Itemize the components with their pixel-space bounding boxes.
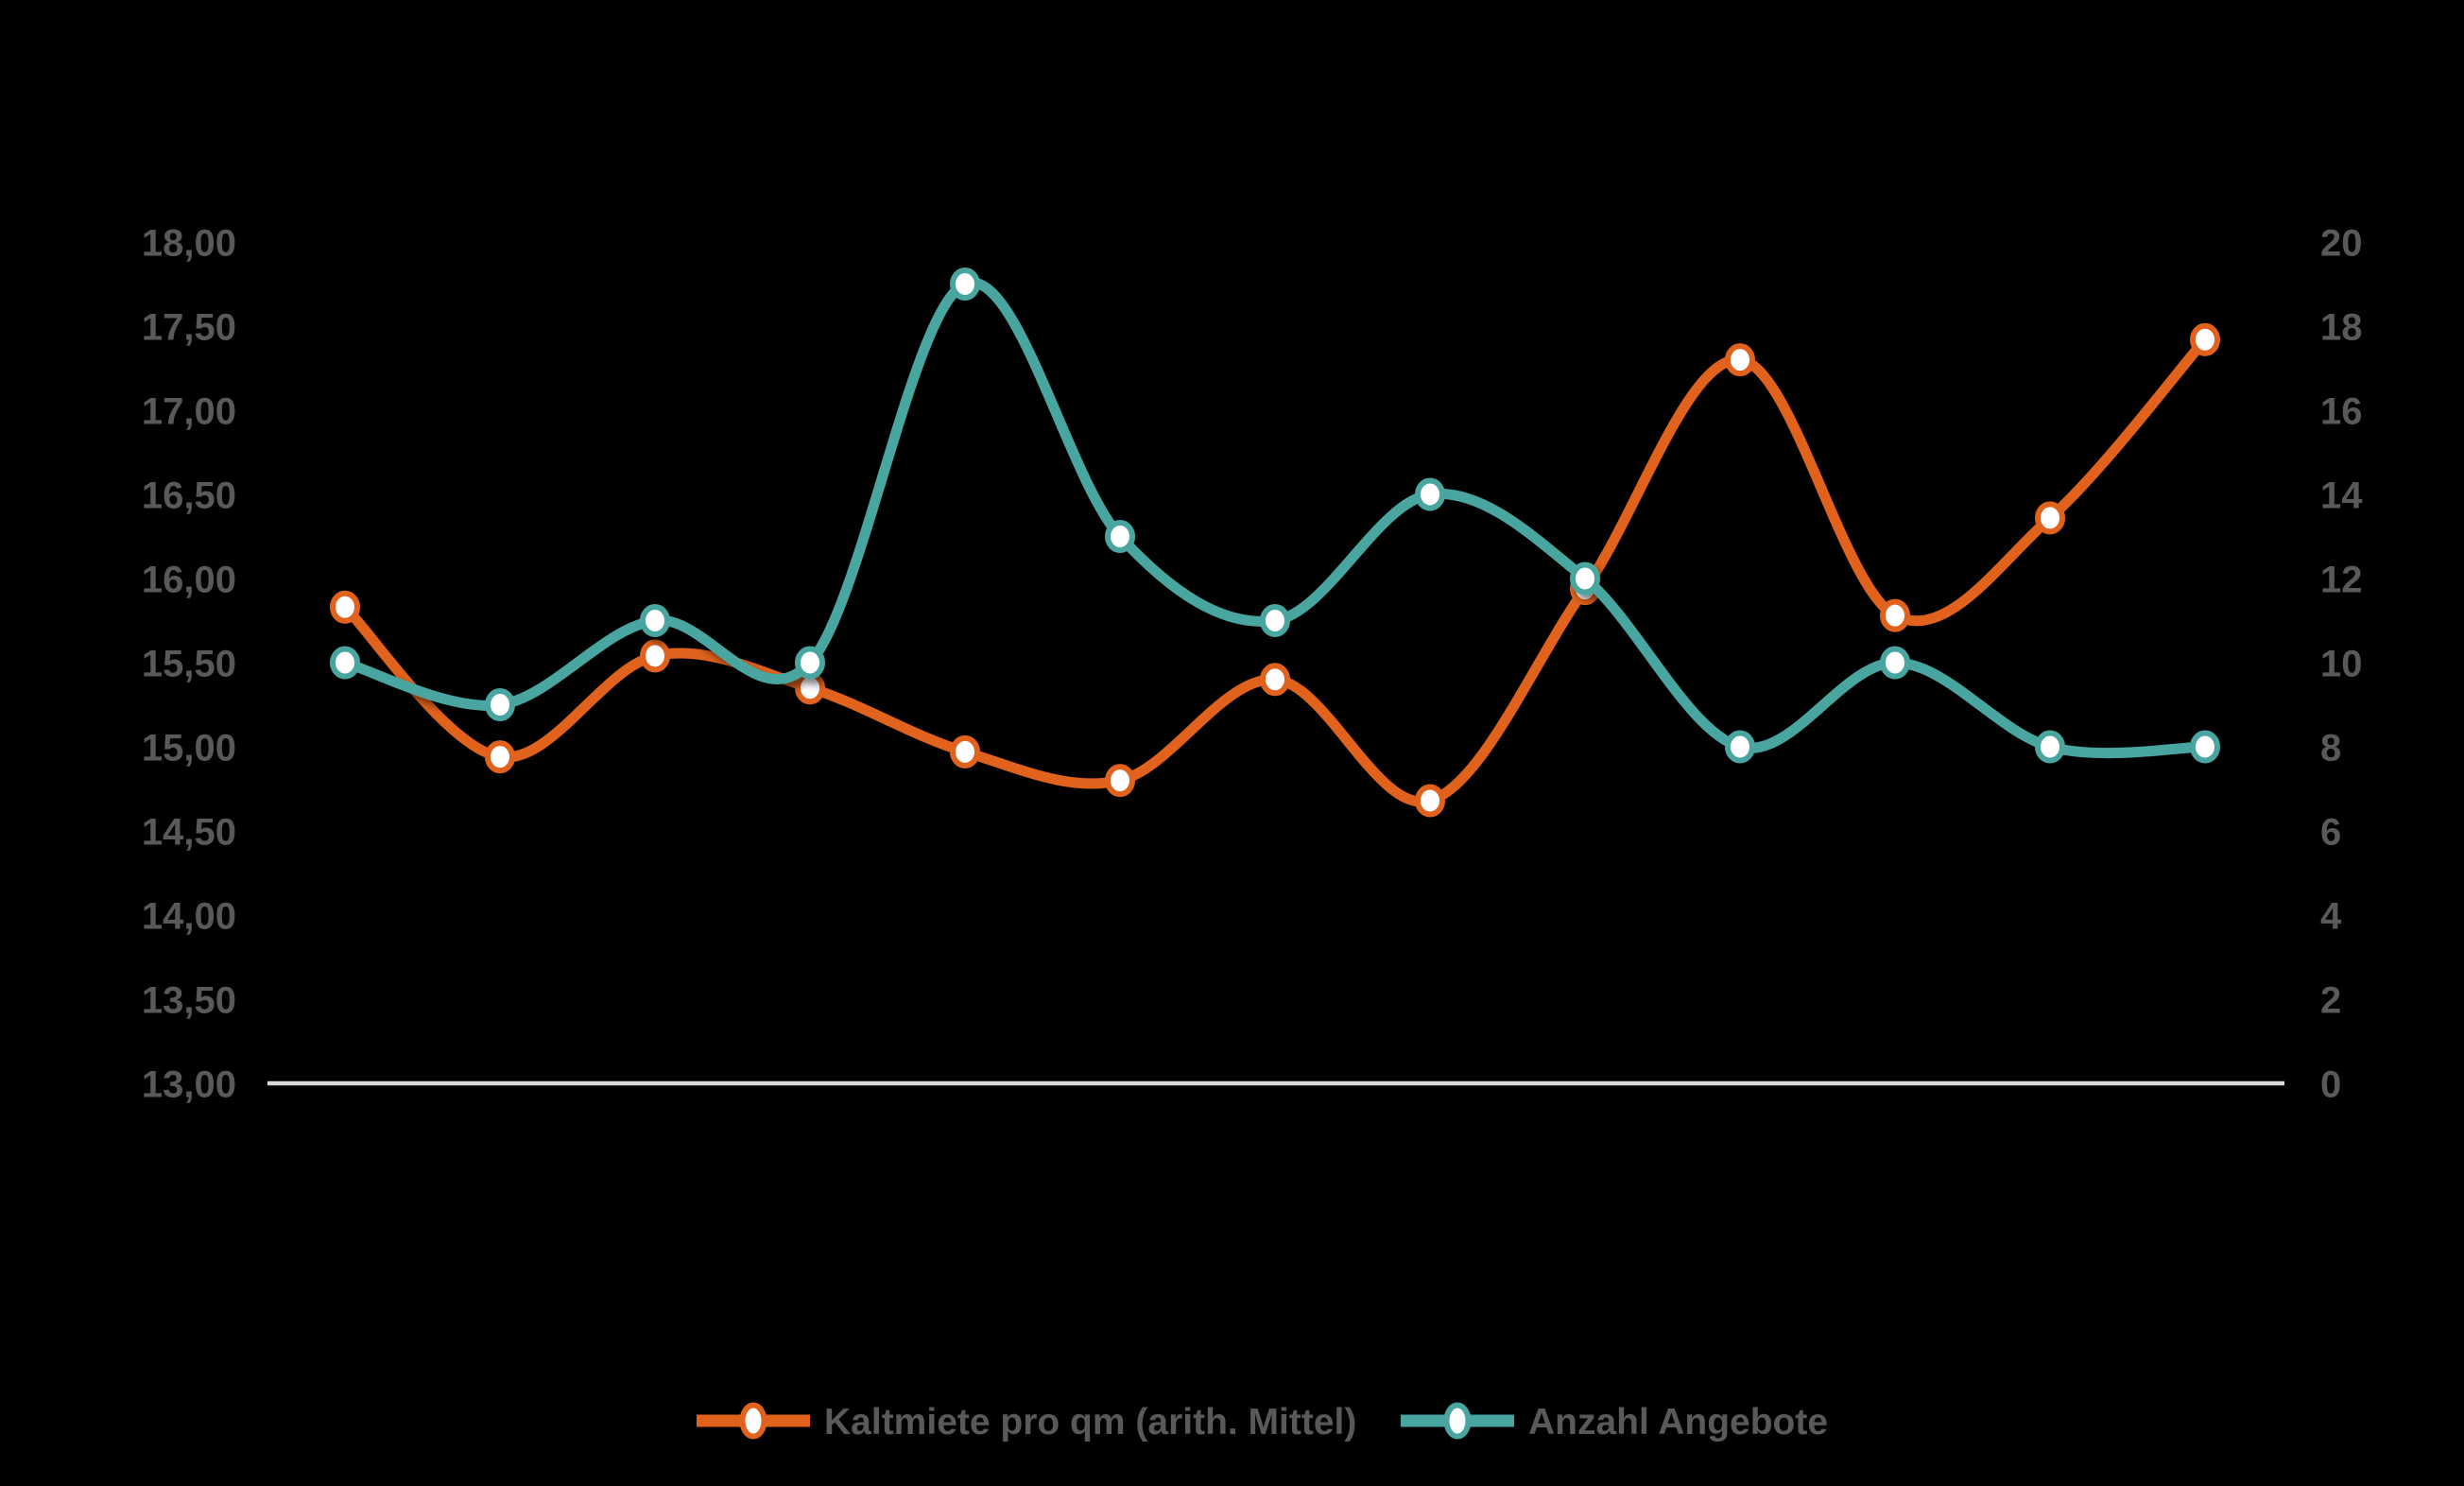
data-point-marker xyxy=(1260,604,1290,637)
data-point-marker xyxy=(1415,784,1445,818)
data-point-marker xyxy=(330,646,360,680)
left-axis-tick-label: 13,00 xyxy=(142,1063,236,1105)
left-axis-tick-label: 16,00 xyxy=(142,559,236,600)
left-axis-tick-label: 16,50 xyxy=(142,475,236,516)
y-axis-left: 18,00 17,50 17,00 16,50 16,00 15,50 15,00 14,50… xyxy=(142,222,236,1105)
data-point-marker xyxy=(1260,663,1290,697)
data-point-marker xyxy=(2190,730,2220,764)
data-point-marker xyxy=(1880,598,1910,632)
data-point-marker xyxy=(2035,730,2065,764)
left-axis-tick-label: 15,00 xyxy=(142,727,236,769)
data-point-marker xyxy=(485,740,515,774)
right-axis-tick-label: 8 xyxy=(2320,727,2341,769)
data-point-marker xyxy=(640,604,670,637)
data-point-marker xyxy=(1105,520,1135,553)
data-point-marker xyxy=(795,646,825,680)
right-axis-tick-label: 14 xyxy=(2320,475,2363,516)
data-point-marker xyxy=(485,688,515,721)
series-anzahl-angebote xyxy=(330,268,2220,764)
legend-marker-icon-teal xyxy=(1443,1402,1472,1440)
left-axis-tick-label: 13,50 xyxy=(142,979,236,1021)
series-line xyxy=(339,277,2211,759)
data-point-marker xyxy=(950,734,980,769)
data-point-marker xyxy=(1880,646,1910,680)
right-axis-tick-label: 6 xyxy=(2320,811,2341,853)
data-point-marker xyxy=(330,590,360,624)
legend-label-kaltmiete: Kaltmiete pro qm (arith. Mittel) xyxy=(824,1402,1356,1443)
data-point-marker xyxy=(640,639,670,673)
right-axis-tick-label: 12 xyxy=(2320,559,2363,600)
right-axis-tick-label: 18 xyxy=(2320,306,2363,348)
right-axis-tick-label: 20 xyxy=(2320,222,2363,264)
data-point-marker xyxy=(1105,764,1135,798)
right-axis-tick-label: 0 xyxy=(2320,1063,2341,1105)
left-axis-tick-label: 18,00 xyxy=(142,222,236,264)
right-axis-tick-label: 4 xyxy=(2320,895,2342,937)
legend-label-angebote: Anzahl Angebote xyxy=(1528,1402,1828,1443)
legend-item-angebote: Anzahl Angebote xyxy=(1401,1402,1828,1443)
data-point-marker xyxy=(1570,562,1600,596)
left-axis-tick-label: 15,50 xyxy=(142,643,236,684)
data-point-marker xyxy=(950,268,980,301)
legend-item-kaltmiete: Kaltmiete pro qm (arith. Mittel) xyxy=(697,1402,1356,1443)
left-axis-tick-label: 17,50 xyxy=(142,306,236,348)
left-axis-tick-label: 17,00 xyxy=(142,390,236,432)
data-point-marker xyxy=(1725,730,1755,764)
data-point-marker xyxy=(1415,477,1445,511)
right-axis-tick-label: 10 xyxy=(2320,643,2363,684)
data-point-marker xyxy=(2035,501,2065,535)
right-axis-tick-label: 16 xyxy=(2320,390,2363,432)
data-point-marker xyxy=(2190,322,2220,356)
data-point-marker xyxy=(1725,343,1755,377)
left-axis-tick-label: 14,50 xyxy=(142,811,236,853)
right-axis-tick-label: 2 xyxy=(2320,979,2341,1021)
series-layer xyxy=(330,268,2220,818)
left-axis-tick-label: 14,00 xyxy=(142,895,236,937)
legend-marker-icon-orange xyxy=(739,1402,767,1440)
chart-legend: Kaltmiete pro qm (arith. Mittel) Anzahl … xyxy=(697,1402,1828,1443)
